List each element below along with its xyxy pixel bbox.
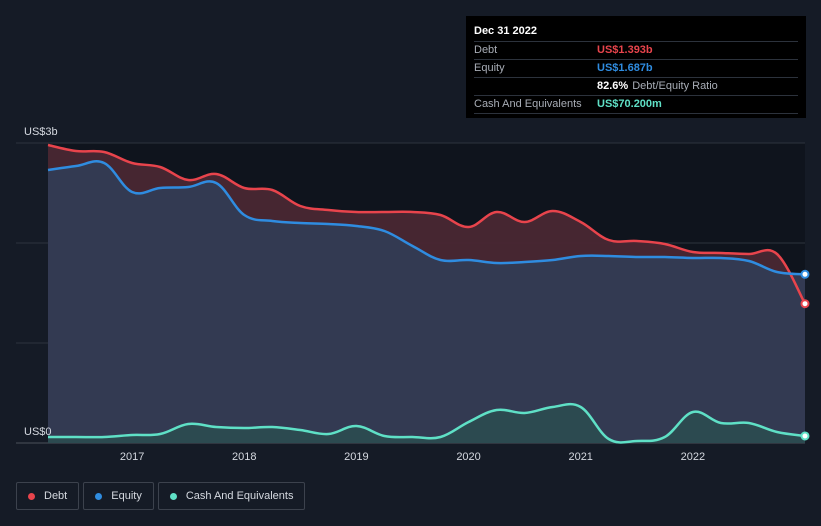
debt-endpoint <box>800 299 810 309</box>
cash-dot-icon <box>169 492 177 500</box>
equity-area <box>48 161 805 443</box>
tooltip-date: Dec 31 2022 <box>474 25 537 37</box>
cash-area <box>48 404 805 443</box>
x-tick-label-2019: 2019 <box>344 451 368 463</box>
tooltip-debt-label: Debt <box>474 44 498 56</box>
debt-dot-icon <box>28 492 35 500</box>
debt-line <box>47 143 807 305</box>
tooltip-ratio-label: Debt/Equity Ratio <box>632 80 718 92</box>
legend-item-equity[interactable]: Equity <box>83 482 154 510</box>
cash-line <box>48 402 806 444</box>
series-endpoints <box>800 269 810 441</box>
x-tick-label-2022: 2022 <box>681 451 705 463</box>
legend-debt-label: Debt <box>44 490 68 502</box>
tooltip-row-debt: Debt US$1.393b <box>474 41 798 59</box>
x-tick-label-2021: 2021 <box>568 451 592 463</box>
x-axis-ticks: 2017 2018 2019 2020 2021 2022 <box>120 451 705 463</box>
tooltip-equity-label: Equity <box>474 62 505 74</box>
equity-line <box>47 160 806 276</box>
x-tick-label-2018: 2018 <box>232 451 256 463</box>
equity-dot-icon <box>95 492 103 500</box>
legend: Debt Equity Cash And Equivalents <box>16 482 309 510</box>
y-axis-top-label: US$3b <box>24 126 58 138</box>
y-axis-bottom-label: US$0 <box>24 426 52 438</box>
tooltip-row-cash: Cash And Equivalents US$70.200m <box>474 95 798 114</box>
tooltip-ratio-value: 82.6% <box>597 80 629 92</box>
tooltip: Dec 31 2022 Debt US$1.393b Equity US$1.6… <box>466 16 806 118</box>
legend-item-debt[interactable]: Debt <box>16 482 80 510</box>
cash-and-equivalents-endpoint <box>800 431 810 441</box>
legend-equity-label: Equity <box>111 490 142 502</box>
series-lines <box>47 143 807 444</box>
tooltip-ratio-spacer <box>474 78 597 95</box>
series-areas <box>48 145 805 443</box>
tooltip-debt-value: US$1.393b <box>597 44 653 56</box>
equity-endpoint <box>800 269 810 279</box>
legend-cash-label: Cash And Equivalents <box>185 490 294 502</box>
x-tick-label-2020: 2020 <box>456 451 480 463</box>
x-tick-label-2017: 2017 <box>120 451 144 463</box>
tooltip-row-ratio: 82.6% Debt/Equity Ratio <box>474 77 798 95</box>
tooltip-equity-value: US$1.687b <box>597 62 653 74</box>
tooltip-cash-label: Cash And Equivalents <box>474 98 582 110</box>
legend-item-cash[interactable]: Cash And Equivalents <box>157 482 306 510</box>
tooltip-row-equity: Equity US$1.687b <box>474 59 798 77</box>
tooltip-cash-value: US$70.200m <box>597 98 662 110</box>
